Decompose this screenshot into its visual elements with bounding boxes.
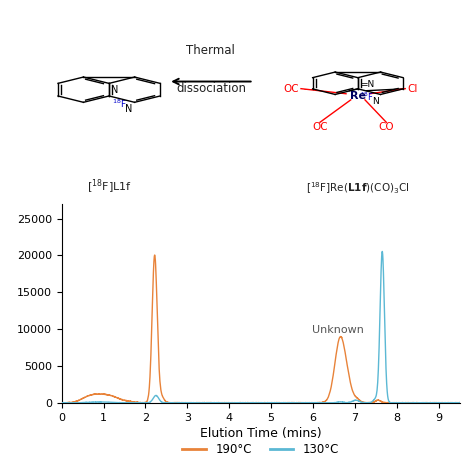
Text: N: N xyxy=(111,85,118,95)
Text: Re: Re xyxy=(350,91,366,101)
Text: Thermal: Thermal xyxy=(186,44,236,57)
Text: =N: =N xyxy=(360,80,374,89)
Legend: 190°C, 130°C: 190°C, 130°C xyxy=(178,438,344,461)
Text: $^{18}$F: $^{18}$F xyxy=(360,91,374,103)
Text: OC: OC xyxy=(283,84,299,94)
Text: N: N xyxy=(372,97,379,106)
Text: OC: OC xyxy=(312,122,328,132)
Text: N: N xyxy=(125,104,132,114)
Text: CO: CO xyxy=(379,122,394,132)
Text: [$^{18}$F]L1f: [$^{18}$F]L1f xyxy=(87,177,131,196)
Text: $^{18}$F: $^{18}$F xyxy=(111,98,127,110)
Text: —: — xyxy=(303,84,313,94)
Text: —: — xyxy=(393,84,403,94)
Text: Cl: Cl xyxy=(408,84,418,94)
Text: [$^{18}$F]Re($\mathbf{L1f}$)(CO)$_3$Cl: [$^{18}$F]Re($\mathbf{L1f}$)(CO)$_3$Cl xyxy=(306,180,410,196)
Text: Unknown: Unknown xyxy=(312,325,364,335)
Text: dissociation: dissociation xyxy=(176,82,246,94)
X-axis label: Elution Time (mins): Elution Time (mins) xyxy=(200,427,321,440)
